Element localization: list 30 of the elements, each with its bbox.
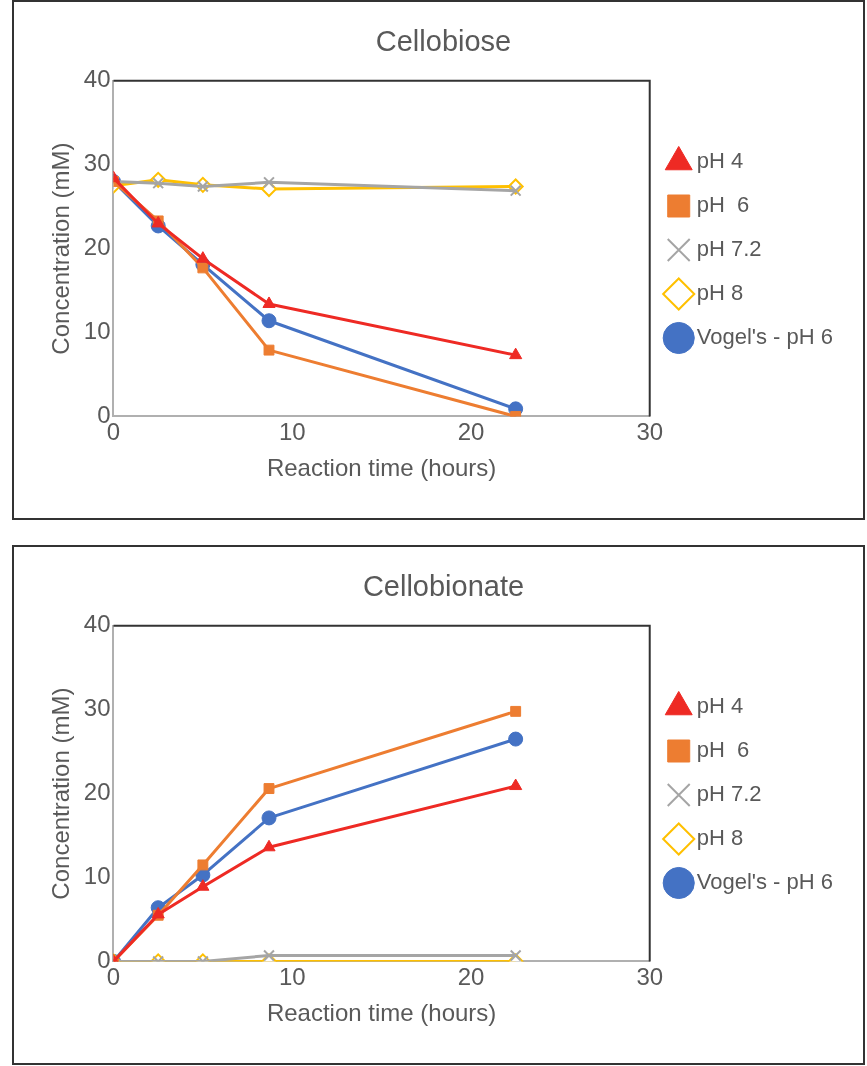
x-tick-label: 10 [278,963,306,991]
x-tick-label: 10 [278,418,306,446]
x-axis-title: Reaction time (hours) [266,999,497,1027]
x-tick-label: 30 [636,418,664,446]
legend-label: Vogel's - pH 6 [696,869,834,895]
chart-title: Cellobionate [362,570,525,603]
legend-label: pH 4 [696,148,744,174]
legend-label: pH 8 [696,825,744,851]
y-tick-label: 40 [83,610,111,638]
x-axis-title: Reaction time (hours) [266,454,497,482]
x-tick-label: 20 [457,963,485,991]
chart-title: Cellobiose [375,25,512,58]
y-tick-label: 10 [83,317,111,345]
y-tick-label: 20 [83,778,111,806]
y-tick-label: 30 [83,694,111,722]
y-axis-title: Concentration (mM) [47,142,75,355]
y-tick-label: 20 [83,233,111,261]
legend-label: pH 6 [696,737,750,763]
legend-label: pH 4 [696,693,744,719]
y-tick-label: 30 [83,149,111,177]
x-tick-label: 20 [457,418,485,446]
legend-label: Vogel's - pH 6 [696,324,834,350]
y-axis-title: Concentration (mM) [47,687,75,900]
x-tick-label: 30 [636,963,664,991]
legend-label: pH 6 [696,192,750,218]
legend-label: pH 8 [696,280,744,306]
legend-label: pH 7.2 [696,236,762,262]
y-tick-label: 40 [83,65,111,93]
y-tick-label: 10 [83,862,111,890]
legend-label: pH 7.2 [696,781,762,807]
